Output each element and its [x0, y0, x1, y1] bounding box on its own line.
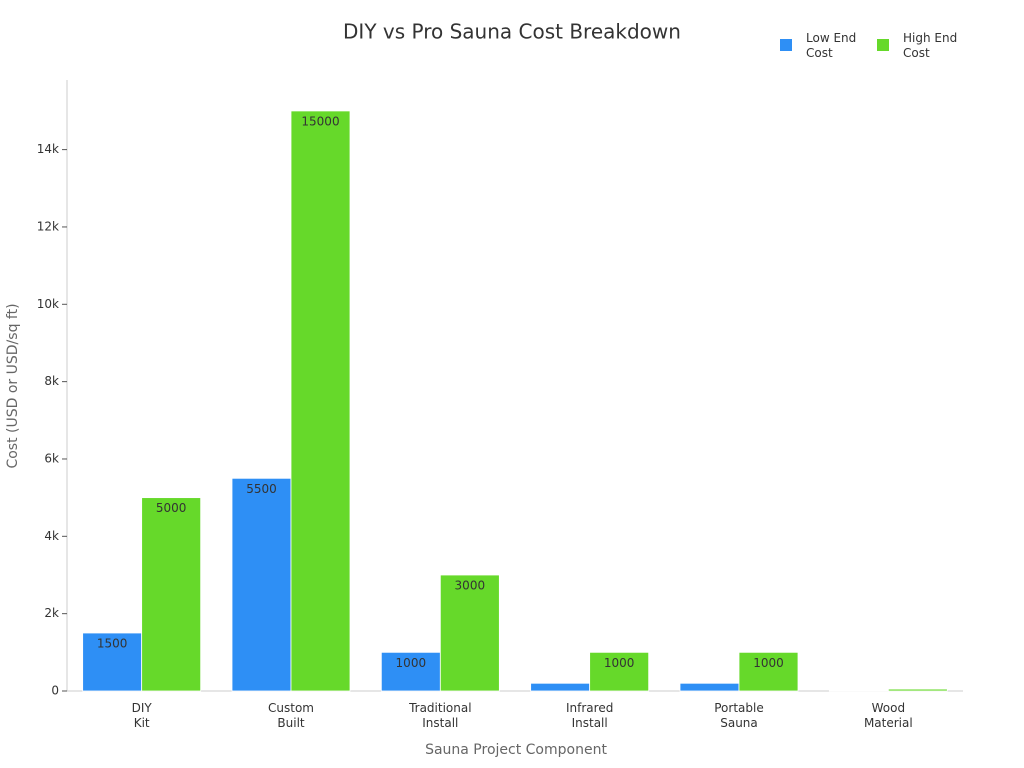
x-tick-label-line: Built — [277, 716, 305, 730]
bar — [887, 688, 948, 692]
data-label: 1000 — [396, 656, 427, 670]
x-tick-label-line: Material — [864, 716, 913, 730]
x-tick-label-line: Kit — [134, 716, 150, 730]
x-tick-label-line: Custom — [268, 701, 314, 715]
x-tick-label-line: Install — [572, 716, 608, 730]
x-axis-label: Sauna Project Component — [425, 742, 607, 758]
x-tick-label-line: DIY — [132, 701, 153, 715]
y-tick-label: 2k — [44, 606, 59, 620]
data-label: 5000 — [156, 501, 187, 515]
bar — [141, 497, 202, 692]
y-tick-label: 6k — [44, 451, 59, 465]
y-tick-label: 8k — [44, 374, 59, 388]
y-tick-label: 4k — [44, 529, 59, 543]
legend-label: High End Cost — [903, 31, 957, 60]
bar — [738, 651, 799, 692]
x-tick-label-line: Traditional — [408, 701, 471, 715]
bar — [290, 110, 351, 692]
y-tick-label: 12k — [37, 219, 59, 233]
chart-title: DIY vs Pro Sauna Cost Breakdown — [343, 20, 681, 44]
bar — [380, 651, 441, 692]
x-tick-label-line: Wood — [872, 701, 905, 715]
data-label: 3000 — [455, 578, 486, 592]
legend-label-line: High End — [903, 31, 957, 45]
bar — [679, 682, 740, 692]
legend-label-line: Cost — [903, 46, 930, 60]
data-label: 15000 — [301, 114, 339, 128]
y-tick-label: 0 — [51, 684, 59, 698]
y-axis-label: Cost (USD or USD/sq ft) — [5, 303, 21, 468]
data-label: 1000 — [753, 656, 784, 670]
legend-label-line: Low End — [806, 31, 856, 45]
y-tick-label: 14k — [37, 142, 59, 156]
x-tick-label-line: Infrared — [566, 701, 613, 715]
data-label: 1500 — [97, 636, 128, 650]
x-tick-label-line: Portable — [714, 701, 763, 715]
x-tick-label: Custom Built — [268, 701, 314, 730]
bar — [530, 682, 591, 692]
x-tick-label: Portable Sauna — [714, 701, 763, 730]
x-tick-label-line: Sauna — [720, 716, 758, 730]
data-label: 5500 — [246, 482, 277, 496]
bar — [231, 477, 292, 692]
x-tick-label: Infrared Install — [566, 701, 613, 730]
bar — [439, 574, 500, 692]
y-tick-label: 10k — [37, 297, 59, 311]
x-tick-label-line: Install — [422, 716, 458, 730]
x-tick-label: Wood Material — [864, 701, 913, 730]
legend-swatch — [780, 39, 792, 51]
bar — [589, 651, 650, 692]
x-tick-label: DIY Kit — [132, 701, 153, 730]
data-label: 1000 — [604, 656, 635, 670]
legend-swatch — [877, 39, 889, 51]
legend-label: Low End Cost — [806, 31, 856, 60]
legend-label-line: Cost — [806, 46, 833, 60]
x-tick-label: Traditional Install — [408, 701, 471, 730]
